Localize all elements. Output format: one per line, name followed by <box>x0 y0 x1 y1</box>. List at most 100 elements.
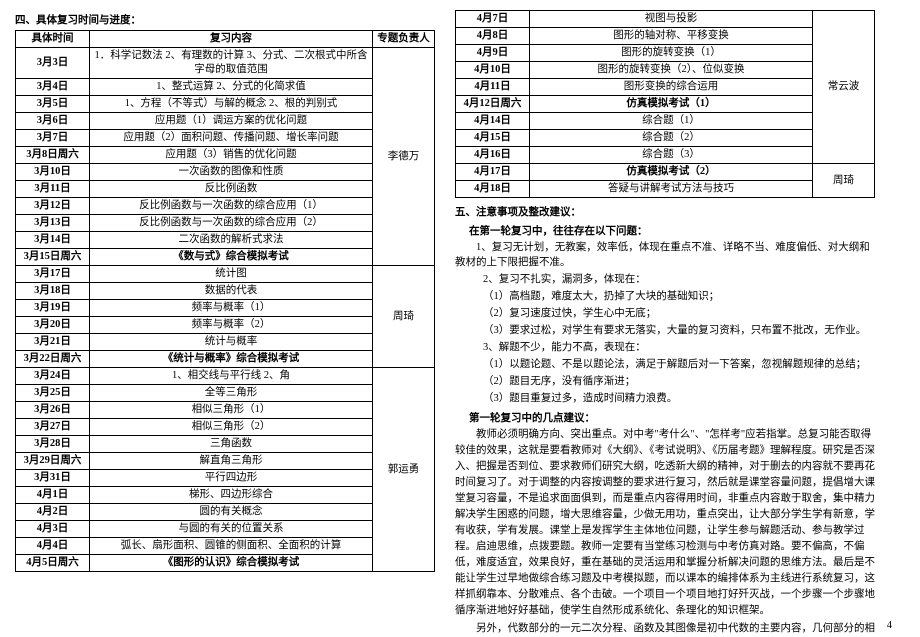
cell-date: 4月12日周六 <box>456 96 530 113</box>
cell-content: 数据的代表 <box>90 283 373 300</box>
problem-line: （1）以题论题、不是以题论法，满足于解题后对一下答案，忽视解题规律的总结； <box>483 357 875 372</box>
th-date: 具体时间 <box>16 31 90 48</box>
table-row: 4月9日图形的旋转变换（1） <box>456 45 875 62</box>
problem-line: （3）题目重复过多，造成时间精力浪费。 <box>483 391 875 406</box>
cell-content: 与圆的有关的位置关系 <box>90 521 373 538</box>
problem-line: （1）高档题，难度太大，扔掉了大块的基础知识； <box>483 289 875 304</box>
cell-content: 反比例函数与一次函数的综合应用（2） <box>90 215 373 232</box>
cell-date: 3月18日 <box>16 283 90 300</box>
table-row: 4月12日周六仿真模拟考试（1） <box>456 96 875 113</box>
cell-content: 统计与概率 <box>90 334 373 351</box>
table-row: 3月31日平行四边形 <box>16 470 435 487</box>
cell-content: 综合题（2） <box>530 130 813 147</box>
cell-content: 反比例函数与一次函数的综合应用（1） <box>90 198 373 215</box>
table-row: 4月16日综合题（3） <box>456 147 875 164</box>
cell-date: 3月8日周六 <box>16 147 90 164</box>
table-row: 4月10日图形的旋转变换（2）、位似变换 <box>456 62 875 79</box>
table-row: 3月22日周六《统计与概率》综合模拟考试 <box>16 351 435 368</box>
cell-content: 仿真模拟考试（2） <box>530 164 813 181</box>
section4-title: 四、具体复习时间与进度： <box>15 12 435 27</box>
cell-content: 圆的有关概念 <box>90 504 373 521</box>
cell-owner: 郭运勇 <box>373 368 435 572</box>
cell-content: 《数与式》综合模拟考试 <box>90 249 373 266</box>
table-row: 4月2日圆的有关概念 <box>16 504 435 521</box>
cell-content: 一次函数的图像和性质 <box>90 164 373 181</box>
cell-content: 频率与概率（2） <box>90 317 373 334</box>
table-row: 3月24日1、相交线与平行线 2、角郭运勇 <box>16 368 435 385</box>
th-owner: 专题负责人 <box>373 31 435 48</box>
cell-content: 综合题（3） <box>530 147 813 164</box>
cell-date: 3月29日周六 <box>16 453 90 470</box>
table-row: 4月5日周六《图形的认识》综合模拟考试 <box>16 555 435 572</box>
table-row: 3月4日1、整式运算 2、分式的化简求值 <box>16 79 435 96</box>
th-content: 复习内容 <box>90 31 373 48</box>
cell-content: 弧长、扇形面积、圆锥的侧面积、全面积的计算 <box>90 538 373 555</box>
table-row: 4月1日梯形、四边形综合 <box>16 487 435 504</box>
cell-date: 3月5日 <box>16 96 90 113</box>
cell-date: 3月20日 <box>16 317 90 334</box>
cell-content: 视图与投影 <box>530 11 813 28</box>
cell-date: 4月1日 <box>16 487 90 504</box>
table-row: 3月15日周六《数与式》综合模拟考试 <box>16 249 435 266</box>
cell-date: 3月28日 <box>16 436 90 453</box>
cell-owner: 周琦 <box>373 266 435 368</box>
cell-date: 4月9日 <box>456 45 530 62</box>
cell-date: 3月6日 <box>16 113 90 130</box>
advice-paragraph: 教师必须明确方向、突出重点。对中考"考什么"、"怎样考"应若指掌。总复习能否取得… <box>455 427 875 619</box>
cell-date: 4月17日 <box>456 164 530 181</box>
cell-content: 1．科学记数法 2、有理数的计算 3、分式、二次根式中所含字母的取值范围 <box>90 48 373 79</box>
cell-content: 三角函数 <box>90 436 373 453</box>
cell-content: 《图形的认识》综合模拟考试 <box>90 555 373 572</box>
cell-date: 4月2日 <box>16 504 90 521</box>
cell-owner: 周琦 <box>813 164 875 198</box>
problem-line: 3、解题不少，能力不高，表现在： <box>483 340 875 355</box>
cell-date: 3月10日 <box>16 164 90 181</box>
cell-date: 3月22日周六 <box>16 351 90 368</box>
table-row: 3月6日应用题（1）调运方案的优化问题 <box>16 113 435 130</box>
table-row: 4月14日综合题（1） <box>456 113 875 130</box>
cell-date: 3月27日 <box>16 419 90 436</box>
table-row: 4月7日视图与投影常云波 <box>456 11 875 28</box>
table-row: 3月3日1．科学记数法 2、有理数的计算 3、分式、二次根式中所含字母的取值范围… <box>16 48 435 79</box>
cell-content: 全等三角形 <box>90 385 373 402</box>
cell-content: 应用题（2）面积问题、传播问题、增长率问题 <box>90 130 373 147</box>
cell-content: 应用题（3）销售的优化问题 <box>90 147 373 164</box>
cell-date: 4月10日 <box>456 62 530 79</box>
cell-content: 应用题（1）调运方案的优化问题 <box>90 113 373 130</box>
problem-line: （2）复习速度过快，学生心中无底； <box>483 306 875 321</box>
sub2-title: 第一轮复习中的几点建议： <box>469 410 875 425</box>
cell-content: 图形变换的综合运用 <box>530 79 813 96</box>
table-row: 3月8日周六应用题（3）销售的优化问题 <box>16 147 435 164</box>
cell-content: 相似三角形（2） <box>90 419 373 436</box>
table-row: 4月18日答疑与讲解考试方法与技巧 <box>456 181 875 198</box>
cell-date: 3月12日 <box>16 198 90 215</box>
cell-date: 4月11日 <box>456 79 530 96</box>
table-row: 3月7日应用题（2）面积问题、传播问题、增长率问题 <box>16 130 435 147</box>
cell-content: 图形的旋转变换（1） <box>530 45 813 62</box>
cell-content: 二次函数的解析式求法 <box>90 232 373 249</box>
schedule-table-right: 4月7日视图与投影常云波4月8日图形的轴对称、平移变换4月9日图形的旋转变换（1… <box>455 10 875 198</box>
cell-date: 4月8日 <box>456 28 530 45</box>
cell-date: 3月25日 <box>16 385 90 402</box>
cell-content: 频率与概率（1） <box>90 300 373 317</box>
sub1-title: 在第一轮复习中，往往存在以下问题： <box>469 223 875 238</box>
cell-date: 4月7日 <box>456 11 530 28</box>
cell-content: 梯形、四边形综合 <box>90 487 373 504</box>
cell-content: 1、方程（不等式）与解的概念 2、根的判别式 <box>90 96 373 113</box>
cell-content: 仿真模拟考试（1） <box>530 96 813 113</box>
cell-date: 3月17日 <box>16 266 90 283</box>
cell-owner: 李德万 <box>373 48 435 266</box>
table-row: 4月11日图形变换的综合运用 <box>456 79 875 96</box>
table-row: 3月5日1、方程（不等式）与解的概念 2、根的判别式 <box>16 96 435 113</box>
cell-date: 3月21日 <box>16 334 90 351</box>
cell-date: 3月26日 <box>16 402 90 419</box>
cell-content: 1、整式运算 2、分式的化简求值 <box>90 79 373 96</box>
table-row: 3月28日三角函数 <box>16 436 435 453</box>
cell-content: 相似三角形（1） <box>90 402 373 419</box>
table-row: 3月11日反比例函数 <box>16 181 435 198</box>
advice-paragraph: 另外，代数部分的一元二次分程、函数及其图像是初中代数的主要内容，几何部分的相似 <box>455 621 875 637</box>
table-row: 3月13日反比例函数与一次函数的综合应用（2） <box>16 215 435 232</box>
cell-date: 4月15日 <box>456 130 530 147</box>
cell-content: 《统计与概率》综合模拟考试 <box>90 351 373 368</box>
problem-line: （2）题目无序，没有循序渐进； <box>483 374 875 389</box>
